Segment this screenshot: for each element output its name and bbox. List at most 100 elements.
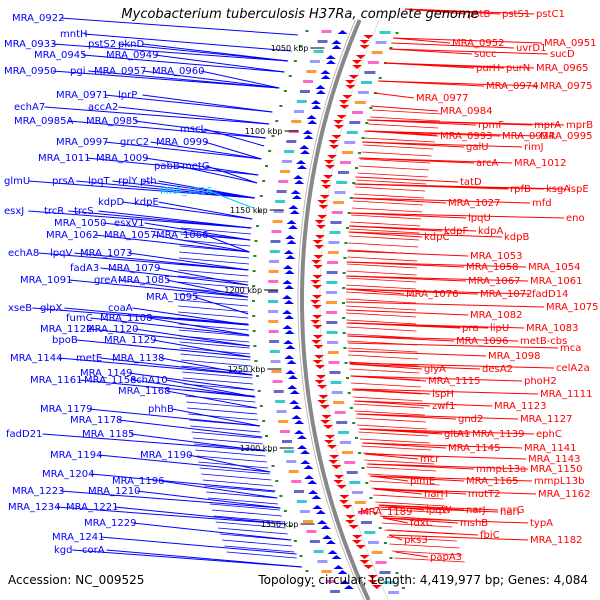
- leader-line: [44, 106, 270, 125]
- forward-gene-glyph: [345, 520, 356, 524]
- leader-line: [355, 176, 459, 183]
- feature-bar: [321, 570, 332, 573]
- leader-line: [166, 390, 257, 409]
- marker-dot: [369, 107, 373, 109]
- feature-bar: [371, 51, 383, 54]
- leader-line: [196, 455, 267, 463]
- forward-gene-glyph: [324, 435, 335, 439]
- leader-line: [345, 305, 417, 311]
- feature-bar: [309, 540, 320, 543]
- forward-gene-glyph: [314, 245, 325, 249]
- gene-label-MRA_1139: MRA_1139: [472, 429, 524, 440]
- marker-dot: [268, 150, 272, 152]
- gene-label-lpqU: lpqU: [468, 213, 491, 224]
- feature-bar: [330, 381, 342, 384]
- leader-line: [204, 485, 275, 493]
- forward-gene-glyph: [351, 60, 362, 64]
- marker-dot: [288, 525, 292, 527]
- reverse-gene-glyph: [307, 490, 318, 494]
- forward-gene-glyph: [333, 120, 344, 124]
- gene-label-MRA_1067: MRA_1067: [468, 276, 520, 287]
- gene-label-MRA_0997: MRA_0997: [56, 137, 108, 148]
- marker-dot: [344, 242, 348, 244]
- leader-line: [367, 119, 565, 126]
- forward-gene-glyph: [363, 35, 374, 39]
- marker-dot: [344, 362, 348, 364]
- gene-label-fdxC: fdxC: [410, 518, 433, 529]
- gene-label-trcR: trcR: [44, 206, 64, 217]
- gene-label-MRA_1098: MRA_1098: [488, 351, 540, 362]
- gene-label-mshB: mshB: [460, 518, 488, 529]
- feature-bar: [367, 61, 379, 64]
- reverse-gene-glyph: [282, 325, 293, 329]
- reverse-gene-glyph: [293, 175, 304, 179]
- leader-line: [222, 539, 293, 547]
- gene-label-kdpA: kdpA: [478, 226, 503, 237]
- leader-line: [393, 37, 543, 44]
- leader-line: [206, 491, 277, 499]
- gene-label-MRA_1129: MRA_1129: [104, 335, 156, 346]
- forward-gene-glyph: [345, 80, 356, 84]
- feature-bar: [272, 220, 283, 223]
- leader-line: [88, 70, 280, 89]
- leader-line: [42, 433, 266, 452]
- leader-line: [179, 245, 250, 253]
- feature-bar: [271, 370, 282, 373]
- leader-line: [178, 263, 249, 271]
- feature-bar: [329, 231, 341, 234]
- marker-dot: [259, 195, 263, 197]
- leader-line: [356, 179, 427, 185]
- reverse-gene-glyph: [288, 205, 299, 209]
- leader-line: [345, 288, 531, 295]
- forward-gene-glyph: [359, 45, 370, 49]
- gene-label-MRA_1123: MRA_1123: [494, 401, 546, 412]
- forward-gene-glyph: [367, 575, 378, 579]
- gene-label-galU: galU: [466, 142, 489, 153]
- feature-bar: [270, 360, 281, 363]
- leader-line: [88, 328, 250, 347]
- marker-dot: [346, 377, 349, 379]
- leader-line: [185, 395, 256, 403]
- gene-label-purN: purN: [506, 63, 530, 74]
- forward-gene-glyph: [314, 365, 325, 369]
- feature-bar: [383, 581, 395, 584]
- gene-label-mprA: mprA: [534, 120, 561, 131]
- right-label-leaders: [345, 8, 567, 563]
- leader-line: [367, 473, 438, 479]
- gene-label-ephC: ephC: [536, 429, 562, 440]
- gene-label-MRA_0945: MRA_0945: [34, 50, 86, 61]
- gene-label-MRA_1145: MRA_1145: [448, 443, 500, 454]
- gene-label-narI: narI: [500, 507, 520, 518]
- gene-label-kdpC: kdpC: [424, 232, 449, 243]
- leader-line: [364, 453, 419, 460]
- forward-gene-glyph: [318, 395, 329, 399]
- forward-gene-glyph: [352, 65, 363, 69]
- leader-line: [354, 410, 425, 416]
- feature-bar: [352, 111, 363, 114]
- feature-bar: [269, 340, 280, 343]
- kbp-tick-label: 1300 kbp: [240, 444, 278, 453]
- leader-line: [191, 431, 262, 439]
- forward-gene-glyph: [317, 200, 328, 204]
- marker-dot: [342, 332, 346, 334]
- forward-gene-glyph: [338, 500, 349, 504]
- kbp-tick-label: 1150 kbp: [230, 206, 268, 215]
- gene-label-kdpE: kdpE: [134, 197, 159, 208]
- gene-label-MRA_0993: MRA_0993: [440, 131, 492, 142]
- reverse-gene-glyph: [285, 345, 296, 349]
- leader-line: [178, 317, 249, 325]
- feature-bar: [327, 261, 339, 264]
- gene-label-mmpL13b: mmpL13b: [534, 476, 584, 487]
- gene-label-MRA_1190: MRA_1190: [140, 450, 192, 461]
- gene-label-mprB: mprB: [566, 120, 593, 131]
- backbone-arc-0: [297, 19, 365, 600]
- gene-label-MRA_0977: MRA_0977: [416, 93, 468, 104]
- backbone-arc-2: [319, 19, 390, 600]
- gene-label-narG: narG: [500, 505, 524, 516]
- reverse-gene-glyph: [297, 445, 308, 449]
- gene-label-MRA_0994: MRA_0994: [502, 131, 554, 142]
- marker-dot: [293, 60, 297, 62]
- forward-gene-glyph: [328, 140, 339, 144]
- gene-label-tatD: tatD: [460, 177, 482, 188]
